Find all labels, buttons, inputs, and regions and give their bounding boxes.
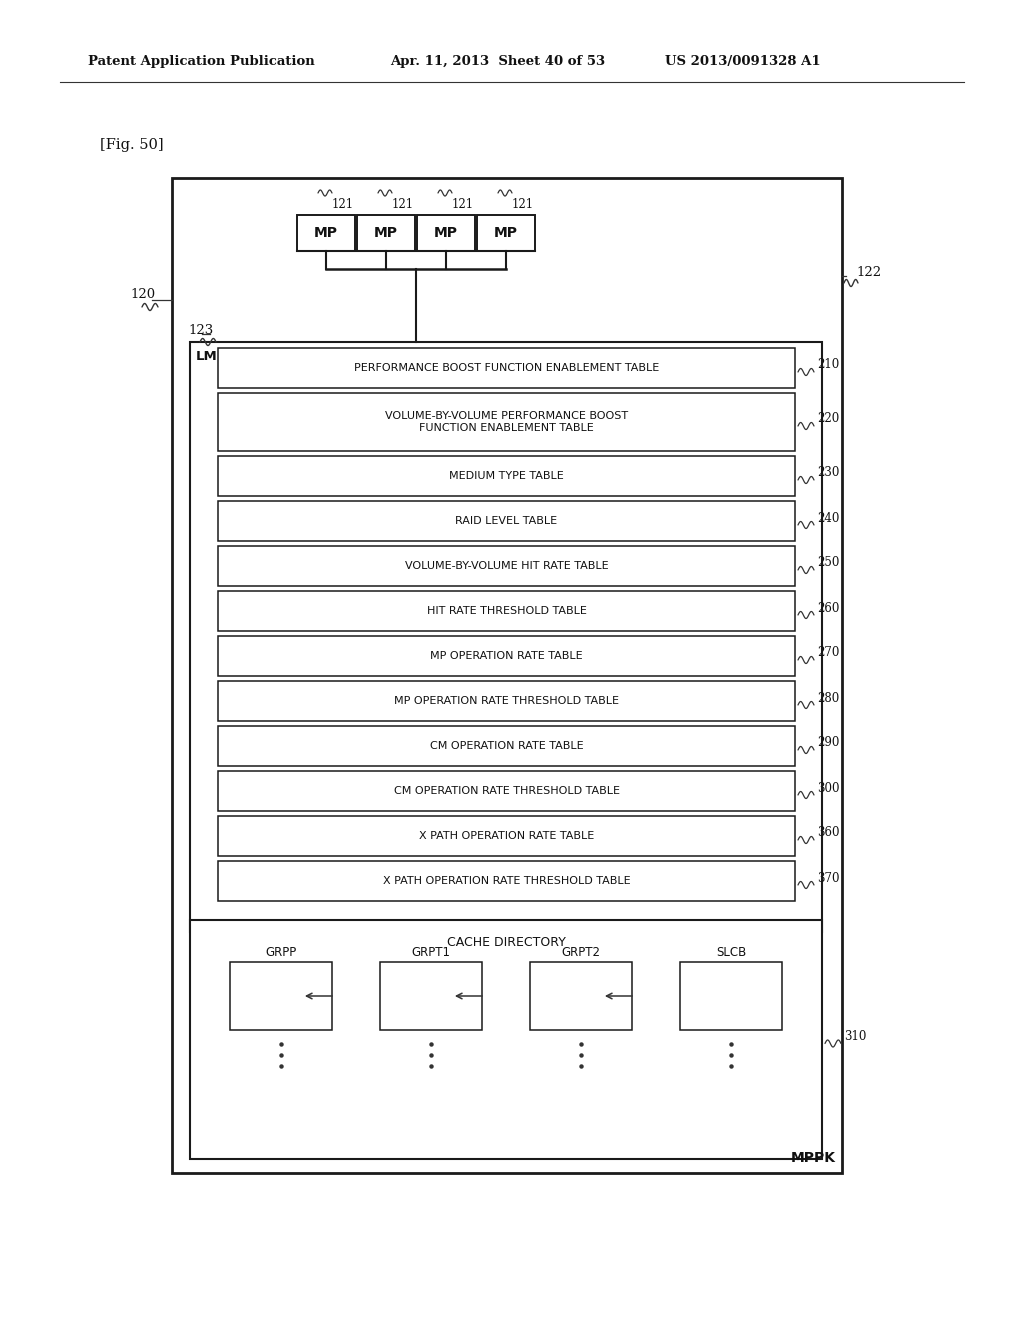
Text: 300: 300 — [817, 781, 840, 795]
Bar — [218, 771, 795, 810]
Text: [Fig. 50]: [Fig. 50] — [100, 139, 164, 152]
Text: GRPT2: GRPT2 — [561, 946, 600, 960]
Bar — [190, 920, 822, 1159]
Text: PERFORMANCE BOOST FUNCTION ENABLEMENT TABLE: PERFORMANCE BOOST FUNCTION ENABLEMENT TA… — [354, 363, 659, 374]
Text: 260: 260 — [817, 602, 840, 615]
Text: 270: 270 — [817, 647, 840, 660]
Bar — [680, 962, 782, 1030]
Bar — [218, 546, 795, 586]
Text: MP OPERATION RATE THRESHOLD TABLE: MP OPERATION RATE THRESHOLD TABLE — [394, 696, 618, 706]
Text: 210: 210 — [817, 359, 840, 371]
Bar — [218, 861, 795, 902]
Text: VOLUME-BY-VOLUME HIT RATE TABLE: VOLUME-BY-VOLUME HIT RATE TABLE — [404, 561, 608, 572]
Text: MPPK: MPPK — [791, 1151, 836, 1166]
Bar — [357, 215, 415, 251]
Bar — [218, 636, 795, 676]
Text: 121: 121 — [332, 198, 354, 211]
Text: 360: 360 — [817, 826, 840, 840]
Text: CM OPERATION RATE THRESHOLD TABLE: CM OPERATION RATE THRESHOLD TABLE — [393, 785, 620, 796]
Bar — [218, 591, 795, 631]
Bar — [297, 215, 355, 251]
Text: CACHE DIRECTORY: CACHE DIRECTORY — [446, 936, 565, 949]
Bar — [218, 681, 795, 721]
Text: 280: 280 — [817, 692, 840, 705]
Text: MEDIUM TYPE TABLE: MEDIUM TYPE TABLE — [450, 471, 564, 480]
Bar — [172, 178, 842, 1173]
Text: 370: 370 — [817, 871, 840, 884]
Bar — [218, 455, 795, 496]
Text: 121: 121 — [392, 198, 414, 211]
Text: MP OPERATION RATE TABLE: MP OPERATION RATE TABLE — [430, 651, 583, 661]
Text: MP: MP — [374, 226, 398, 240]
Text: 290: 290 — [817, 737, 840, 750]
Text: 310: 310 — [844, 1030, 866, 1043]
Bar — [218, 348, 795, 388]
Bar — [380, 962, 482, 1030]
Text: CM OPERATION RATE TABLE: CM OPERATION RATE TABLE — [430, 741, 584, 751]
Bar — [218, 502, 795, 541]
Text: Apr. 11, 2013  Sheet 40 of 53: Apr. 11, 2013 Sheet 40 of 53 — [390, 55, 605, 69]
Text: 120: 120 — [130, 289, 155, 301]
Text: 250: 250 — [817, 557, 840, 569]
Text: MP: MP — [494, 226, 518, 240]
Text: LM: LM — [196, 350, 218, 363]
Bar — [218, 393, 795, 451]
Text: US 2013/0091328 A1: US 2013/0091328 A1 — [665, 55, 820, 69]
Text: 240: 240 — [817, 511, 840, 524]
Text: Patent Application Publication: Patent Application Publication — [88, 55, 314, 69]
Bar — [218, 816, 795, 855]
Text: 220: 220 — [817, 412, 840, 425]
Text: 122: 122 — [856, 265, 881, 279]
Bar — [230, 962, 332, 1030]
Bar — [417, 215, 475, 251]
Bar — [190, 342, 822, 932]
Bar — [530, 962, 632, 1030]
Text: 121: 121 — [512, 198, 535, 211]
Bar — [477, 215, 535, 251]
Text: GRPT1: GRPT1 — [412, 946, 451, 960]
Text: RAID LEVEL TABLE: RAID LEVEL TABLE — [456, 516, 557, 525]
Text: 123: 123 — [188, 323, 213, 337]
Bar — [218, 726, 795, 766]
Text: HIT RATE THRESHOLD TABLE: HIT RATE THRESHOLD TABLE — [427, 606, 587, 616]
Text: MP: MP — [314, 226, 338, 240]
Text: X PATH OPERATION RATE TABLE: X PATH OPERATION RATE TABLE — [419, 832, 594, 841]
Text: 121: 121 — [452, 198, 474, 211]
Text: MP: MP — [434, 226, 458, 240]
Text: 230: 230 — [817, 466, 840, 479]
Text: VOLUME-BY-VOLUME PERFORMANCE BOOST
FUNCTION ENABLEMENT TABLE: VOLUME-BY-VOLUME PERFORMANCE BOOST FUNCT… — [385, 411, 628, 433]
Text: SLCB: SLCB — [716, 946, 746, 960]
Text: X PATH OPERATION RATE THRESHOLD TABLE: X PATH OPERATION RATE THRESHOLD TABLE — [383, 876, 631, 886]
Text: GRPP: GRPP — [265, 946, 297, 960]
